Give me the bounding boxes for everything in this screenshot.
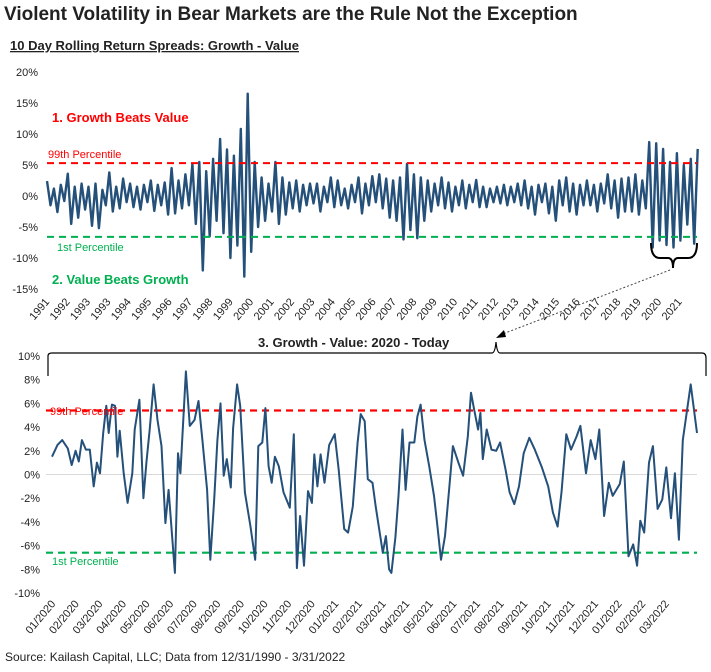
x-tick-label: 2007 [374,296,399,322]
x-tick-label: 2009 [415,296,440,322]
x-tick-label: 2019 [619,296,644,322]
x-tick-label: 1996 [150,296,175,322]
top-chart-title: 10 Day Rolling Return Spreads: Growth - … [10,38,299,53]
x-tick-label: 1997 [170,296,195,322]
y-tick-label: 2% [24,446,40,458]
source-note: Source: Kailash Capital, LLC; Data from … [5,650,346,664]
y-tick-label: 0% [22,191,38,203]
y-tick-label: 20% [16,67,38,79]
y-tick-label: -5% [18,222,38,234]
annotation-bottom-99th-percentile: 99th Percentile [50,406,123,418]
y-tick-label: 4% [24,422,40,434]
bottom-chart-title: 3. Growth - Value: 2020 - Today [258,335,450,350]
series-line [51,370,698,574]
x-tick-label: 1999 [211,296,236,322]
annotation-top-1st-percentile: 1st Percentile [57,242,124,254]
x-tick-label: 2016 [558,296,583,322]
y-tick-label: 0% [24,470,40,482]
y-tick-label: 10% [18,351,40,363]
y-tick-label: 15% [16,98,38,110]
y-tick-label: -15% [12,284,38,296]
x-tick-label: 1992 [48,296,73,322]
y-tick-label: -2% [20,493,40,505]
series-line [45,92,699,278]
x-tick-label: 1998 [191,296,216,322]
annotation-growth-beats-value: 1. Growth Beats Value [52,110,189,125]
x-tick-label: 2013 [497,296,522,322]
annotation-top-99th-percentile: 99th Percentile [48,149,121,161]
y-tick-label: -4% [20,517,40,529]
x-tick-label: 1991 [27,296,52,322]
annotation-value-beats-growth: 2. Value Beats Growth [52,272,189,287]
y-tick-label: 5% [22,160,38,172]
x-tick-label: 1993 [68,296,93,322]
x-tick-label: 2010 [435,296,460,322]
y-tick-label: -8% [20,564,40,576]
x-tick-label: 2001 [252,296,277,322]
x-tick-label: 2005 [333,296,358,322]
x-tick-label: 2000 [231,296,256,322]
x-tick-label: 2004 [313,296,338,322]
x-tick-label: 2008 [395,296,420,322]
x-tick-label: 2002 [272,296,297,322]
x-tick-label: 2018 [599,296,624,322]
annotation-bottom-1st-percentile: 1st Percentile [52,556,119,568]
y-tick-label: -10% [12,253,38,265]
x-tick-label: 2011 [456,296,480,322]
x-tick-label: 2006 [354,296,379,322]
zoom-arrow-line [499,269,671,336]
x-tick-label: 2012 [476,296,501,322]
bottom-chart: 10%8%6%4%2%0%-2%-4%-6%-8%-10%01/202002/2… [14,351,698,636]
x-tick-label: 2015 [537,296,562,322]
x-tick-label: 2020 [639,296,664,322]
x-tick-label: 1994 [109,296,134,322]
y-tick-label: -10% [14,588,40,600]
y-tick-label: 10% [16,129,38,141]
x-tick-label: 1993 [89,296,114,322]
x-tick-label: 2014 [517,296,542,322]
x-tick-label: 2021 [660,296,685,322]
bottom-chart-bracket [47,341,707,376]
y-tick-label: -6% [20,541,40,553]
chart-title: Violent Volatility in Bear Markets are t… [4,4,578,25]
y-tick-label: 8% [24,375,40,387]
x-tick-label: 1995 [129,296,154,322]
zoom-arrow-head [496,330,506,338]
y-tick-label: 6% [24,398,40,410]
zoom-brace [650,242,698,269]
x-tick-label: 2003 [293,296,318,322]
